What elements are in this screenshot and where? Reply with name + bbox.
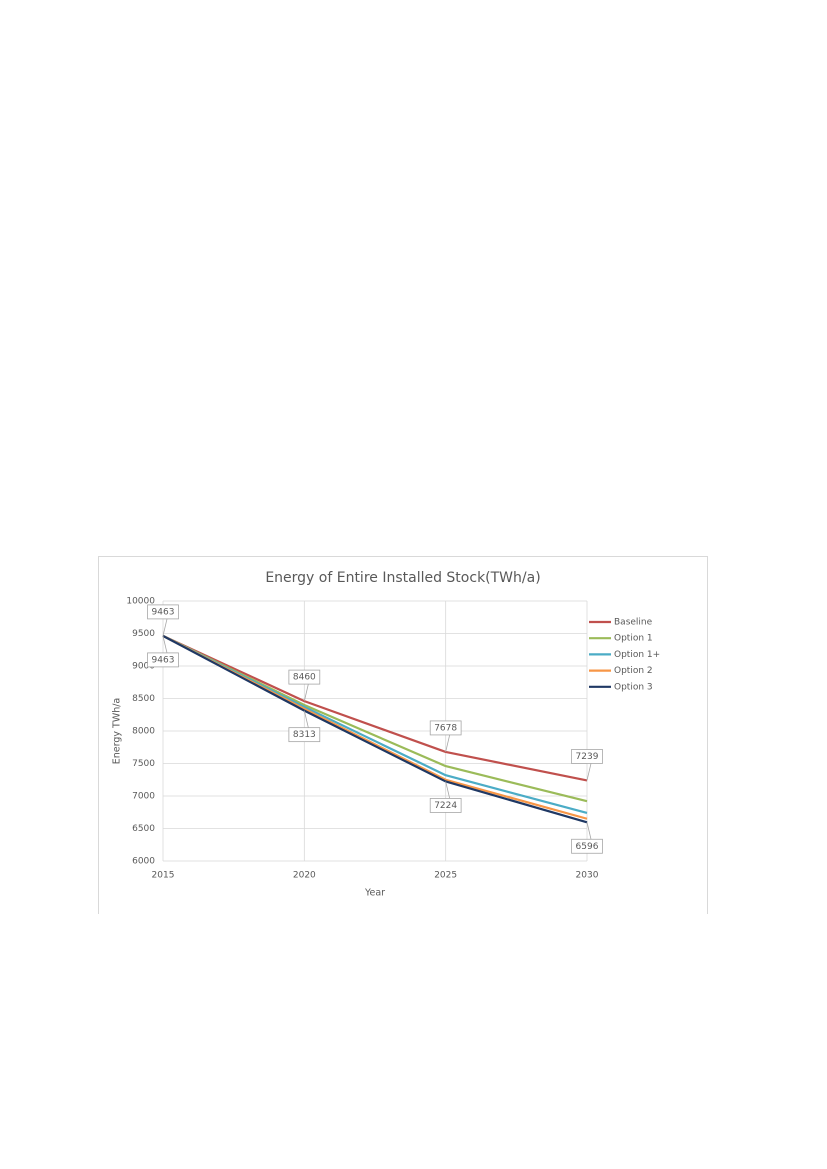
y-axis-title: Energy TWh/a — [112, 698, 123, 765]
data-label-text: 7224 — [434, 801, 457, 811]
label-box — [571, 749, 603, 764]
data-line — [162, 634, 588, 824]
legend-label: Option 1 — [614, 634, 653, 644]
label-box — [429, 720, 462, 736]
label-box — [429, 798, 462, 813]
y-tick-label: 9000 — [132, 662, 155, 672]
data-label: 7678 — [429, 720, 462, 753]
data-label: 9463 — [147, 635, 179, 668]
data-label: 8460 — [288, 669, 321, 702]
label-leader — [445, 734, 451, 753]
label-box — [288, 669, 321, 685]
label-leader — [586, 763, 592, 781]
data-label-text: 8460 — [293, 673, 316, 683]
label-box — [147, 604, 179, 620]
label-box — [571, 838, 603, 854]
legend-label: Option 1+ — [614, 650, 660, 660]
label-box — [288, 727, 321, 743]
y-tick-label: 8000 — [132, 727, 155, 737]
y-tick-label: 7000 — [132, 792, 155, 802]
legend-label: Option 2 — [614, 666, 653, 676]
x-tick-label: 2015 — [152, 871, 175, 881]
data-label-text: 9463 — [152, 655, 175, 665]
y-tick-label: 6500 — [132, 824, 155, 834]
data-label-text: 6596 — [576, 842, 599, 852]
x-axis-title: Year — [364, 888, 385, 899]
label-box — [147, 652, 179, 668]
y-tick-label: 9500 — [132, 629, 155, 639]
y-tick-label: 6000 — [132, 857, 155, 867]
y-tick-label: 10000 — [126, 597, 155, 607]
data-line — [162, 634, 588, 782]
label-leader — [162, 635, 168, 653]
legend-label: Option 3 — [614, 682, 653, 692]
label-leader — [303, 710, 309, 728]
label-leader — [303, 684, 309, 702]
data-line — [162, 634, 588, 803]
x-tick-label: 2025 — [434, 871, 457, 881]
data-label: 7239 — [571, 749, 603, 781]
data-label: 6596 — [571, 822, 603, 854]
label-leader — [586, 822, 592, 840]
x-tick-label: 2030 — [576, 871, 599, 881]
label-leader — [445, 781, 451, 799]
data-label-text: 8313 — [293, 730, 316, 740]
y-tick-label: 8500 — [132, 694, 155, 704]
data-label-text: 7678 — [434, 723, 457, 733]
label-leader — [162, 618, 168, 636]
data-label-text: 7239 — [576, 752, 599, 762]
y-tick-label: 7500 — [132, 759, 155, 769]
chart-title: Energy of Entire Installed Stock(TWh/a) — [265, 570, 540, 586]
data-label: 8313 — [288, 710, 321, 743]
data-label-text: 9463 — [152, 607, 175, 617]
x-tick-label: 2020 — [293, 871, 316, 881]
data-label: 9463 — [147, 604, 179, 636]
chart-border — [98, 556, 708, 914]
data-label: 7224 — [429, 781, 462, 813]
legend-label: Baseline — [614, 618, 653, 628]
